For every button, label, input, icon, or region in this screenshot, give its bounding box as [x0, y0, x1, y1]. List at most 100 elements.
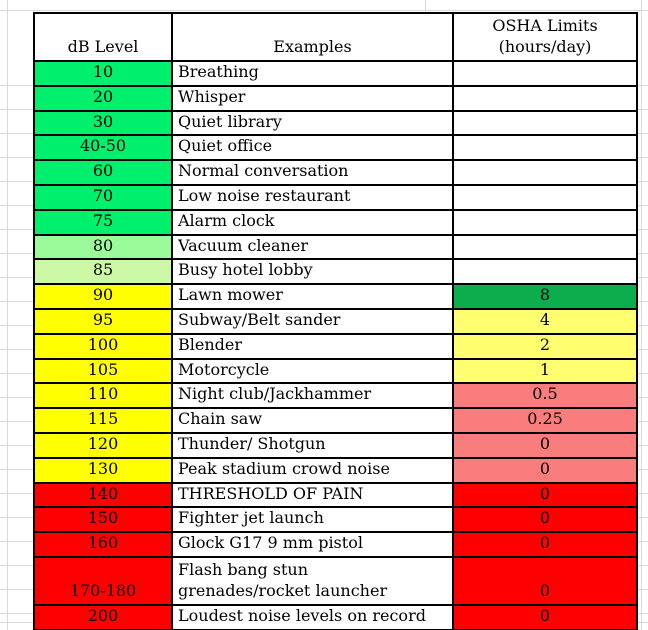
example-cell[interactable]: Vacuum cleaner [171, 233, 454, 261]
example-cell[interactable]: Night club/Jackhammer [171, 382, 454, 410]
osha-limit-cell[interactable]: 0 [452, 456, 638, 484]
osha-limit-cell[interactable]: 2 [452, 332, 638, 360]
header-osha-line1: OSHA Limits [492, 16, 598, 36]
osha-limit-cell[interactable] [452, 159, 638, 186]
table-row: 80 Vacuum cleaner [33, 233, 638, 261]
example-cell[interactable]: Blender [171, 332, 454, 360]
db-level-cell[interactable]: 150 [33, 506, 173, 534]
header-db-level[interactable]: dB Level [33, 12, 173, 62]
example-cell[interactable]: Low noise restaurant [171, 183, 454, 211]
table-row: 105 Motorcycle 1 [33, 357, 638, 385]
db-level-cell[interactable]: 10 [33, 60, 173, 87]
table-row: 60 Normal conversation [33, 159, 638, 186]
osha-limit-cell[interactable] [452, 109, 638, 137]
osha-limit-cell[interactable]: 0 [452, 531, 638, 558]
osha-limit-cell[interactable] [452, 183, 638, 211]
example-cell[interactable]: Quiet library [171, 109, 454, 137]
header-osha-limits[interactable]: OSHA Limits (hours/day) [452, 12, 638, 62]
db-level-cell[interactable]: 200 [33, 603, 173, 630]
osha-limit-cell[interactable] [452, 233, 638, 261]
table-row: 70 Low noise restaurant [33, 183, 638, 211]
example-cell[interactable]: Subway/Belt sander [171, 307, 454, 335]
table-header-row: dB Level Examples OSHA Limits (hours/day… [33, 12, 638, 62]
table-row: 100 Blender 2 [33, 332, 638, 360]
table-row: 200 Loudest noise levels on record 0 [33, 603, 638, 630]
db-level-cell[interactable]: 120 [33, 431, 173, 459]
table-row: 140 THRESHOLD OF PAIN 0 [33, 481, 638, 509]
table-row: 160 Glock G17 9 mm pistol 0 [33, 531, 638, 558]
table-row: 90 Lawn mower 8 [33, 283, 638, 310]
db-level-cell[interactable]: 90 [33, 283, 173, 310]
osha-limit-cell[interactable]: 0.25 [452, 407, 638, 434]
example-cell[interactable]: Thunder/ Shotgun [171, 431, 454, 459]
example-cell[interactable]: Whisper [171, 84, 454, 112]
db-level-cell[interactable]: 100 [33, 332, 173, 360]
table-row: 40-50 Quiet office [33, 134, 638, 162]
osha-limit-cell[interactable] [452, 84, 638, 112]
table-row: 30 Quiet library [33, 109, 638, 137]
db-level-cell[interactable]: 95 [33, 307, 173, 335]
db-level-cell[interactable]: 80 [33, 233, 173, 261]
db-level-cell[interactable]: 140 [33, 481, 173, 509]
db-level-cell[interactable]: 60 [33, 159, 173, 186]
table-row: 95 Subway/Belt sander 4 [33, 307, 638, 335]
header-osha-line2: (hours/day) [498, 37, 592, 57]
example-cell[interactable]: Peak stadium crowd noise [171, 456, 454, 484]
gridline-row-top [0, 10, 648, 11]
db-level-cell[interactable]: 40-50 [33, 134, 173, 162]
osha-limit-cell[interactable]: 0 [452, 555, 638, 606]
example-cell[interactable]: Glock G17 9 mm pistol [171, 531, 454, 558]
table-row: 170-180 Flash bang stun grenades/rocket … [33, 555, 638, 606]
osha-limit-cell[interactable] [452, 134, 638, 162]
example-cell[interactable]: THRESHOLD OF PAIN [171, 481, 454, 509]
db-level-cell[interactable]: 70 [33, 183, 173, 211]
example-cell[interactable]: Flash bang stun grenades/rocket launcher [171, 555, 454, 606]
osha-limit-cell[interactable] [452, 60, 638, 87]
example-cell[interactable]: Lawn mower [171, 283, 454, 310]
osha-limit-cell[interactable]: 0 [452, 603, 638, 630]
osha-limit-cell[interactable] [452, 208, 638, 236]
example-cell[interactable]: Motorcycle [171, 357, 454, 385]
gridline-col-mid-top [425, 0, 426, 12]
db-level-cell[interactable]: 30 [33, 109, 173, 137]
table-row: 85 Busy hotel lobby [33, 258, 638, 286]
db-level-cell[interactable]: 160 [33, 531, 173, 558]
db-level-cell[interactable]: 110 [33, 382, 173, 410]
db-level-cell[interactable]: 130 [33, 456, 173, 484]
gridline-left-margin-rows [0, 62, 33, 614]
osha-limit-cell[interactable] [452, 258, 638, 286]
table-row: 75 Alarm clock [33, 208, 638, 236]
table-row: 110 Night club/Jackhammer 0.5 [33, 382, 638, 410]
example-cell[interactable]: Loudest noise levels on record [171, 603, 454, 630]
gridline-right-margin-rows [637, 62, 648, 614]
example-cell[interactable]: Quiet office [171, 134, 454, 162]
example-cell[interactable]: Breathing [171, 60, 454, 87]
example-cell[interactable]: Fighter jet launch [171, 506, 454, 534]
osha-limit-cell[interactable]: 0.5 [452, 382, 638, 410]
db-level-cell[interactable]: 170-180 [33, 555, 173, 606]
noise-levels-table: dB Level Examples OSHA Limits (hours/day… [33, 12, 638, 630]
example-cell[interactable]: Chain saw [171, 407, 454, 434]
db-level-cell[interactable]: 20 [33, 84, 173, 112]
osha-limit-cell[interactable]: 4 [452, 307, 638, 335]
table-row: 20 Whisper [33, 84, 638, 112]
db-level-cell[interactable]: 85 [33, 258, 173, 286]
example-cell[interactable]: Busy hotel lobby [171, 258, 454, 286]
osha-limit-cell[interactable]: 0 [452, 481, 638, 509]
db-level-cell[interactable]: 115 [33, 407, 173, 434]
table-row: 115 Chain saw 0.25 [33, 407, 638, 434]
table-row: 120 Thunder/ Shotgun 0 [33, 431, 638, 459]
osha-limit-cell[interactable]: 1 [452, 357, 638, 385]
db-level-cell[interactable]: 105 [33, 357, 173, 385]
example-cell[interactable]: Normal conversation [171, 159, 454, 186]
header-examples[interactable]: Examples [171, 12, 454, 62]
osha-limit-cell[interactable]: 0 [452, 431, 638, 459]
table-row: 10 Breathing [33, 60, 638, 87]
db-level-cell[interactable]: 75 [33, 208, 173, 236]
table-row: 150 Fighter jet launch 0 [33, 506, 638, 534]
example-cell[interactable]: Alarm clock [171, 208, 454, 236]
table-row: 130 Peak stadium crowd noise 0 [33, 456, 638, 484]
osha-limit-cell[interactable]: 0 [452, 506, 638, 534]
osha-limit-cell[interactable]: 8 [452, 283, 638, 310]
